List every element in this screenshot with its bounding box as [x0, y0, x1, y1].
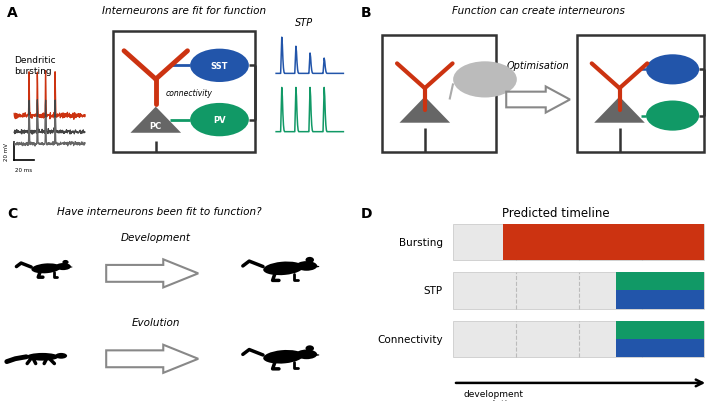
Bar: [453, 273, 704, 309]
Text: C: C: [7, 207, 17, 221]
Bar: [577, 36, 704, 152]
Ellipse shape: [69, 267, 72, 268]
Ellipse shape: [296, 261, 317, 271]
Text: Development: Development: [121, 233, 190, 243]
Text: PV: PV: [213, 116, 226, 125]
Text: 20 mV: 20 mV: [4, 142, 8, 160]
Text: Predicted timeline: Predicted timeline: [502, 207, 610, 219]
Text: STP: STP: [423, 286, 442, 296]
Ellipse shape: [306, 257, 314, 263]
Bar: [453, 321, 704, 357]
Text: Have interneurons been fit to function?: Have interneurons been fit to function?: [57, 207, 262, 217]
Text: A: A: [7, 6, 18, 20]
Circle shape: [646, 55, 699, 85]
Bar: [453, 225, 704, 261]
Circle shape: [646, 101, 699, 132]
Ellipse shape: [315, 266, 319, 267]
Polygon shape: [399, 97, 450, 124]
Ellipse shape: [31, 264, 61, 273]
Bar: [503, 225, 704, 243]
Ellipse shape: [55, 353, 67, 359]
Text: Dendritic
bursting: Dendritic bursting: [14, 56, 56, 76]
Ellipse shape: [306, 345, 314, 351]
Circle shape: [190, 49, 249, 83]
Ellipse shape: [26, 353, 59, 361]
Bar: [617, 273, 704, 291]
Text: STP: STP: [295, 18, 314, 28]
Polygon shape: [106, 260, 198, 288]
Text: PC: PC: [149, 122, 162, 131]
Circle shape: [190, 103, 249, 137]
Text: B: B: [361, 6, 372, 20]
Text: Bursting: Bursting: [399, 238, 442, 247]
Ellipse shape: [263, 262, 303, 275]
Bar: [113, 32, 255, 152]
Text: 20 ms: 20 ms: [15, 168, 33, 172]
Ellipse shape: [315, 354, 319, 356]
Bar: [617, 321, 704, 339]
Ellipse shape: [296, 350, 317, 359]
Text: connectivity: connectivity: [166, 89, 213, 98]
Text: Evolution: Evolution: [132, 317, 180, 327]
Polygon shape: [594, 97, 645, 124]
Ellipse shape: [62, 260, 69, 265]
Polygon shape: [130, 107, 181, 134]
Text: D: D: [361, 207, 372, 221]
Text: SST: SST: [211, 62, 228, 71]
Bar: [503, 243, 704, 261]
Text: Interneurons are fit for function: Interneurons are fit for function: [102, 6, 266, 16]
Polygon shape: [106, 345, 198, 373]
Polygon shape: [506, 87, 570, 113]
Text: Connectivity: Connectivity: [377, 334, 442, 344]
Ellipse shape: [263, 350, 303, 364]
Text: Function can create interneurons: Function can create interneurons: [452, 6, 624, 16]
Text: Optimisation: Optimisation: [507, 61, 569, 71]
Bar: [617, 339, 704, 357]
Circle shape: [453, 62, 517, 98]
Bar: [382, 36, 496, 152]
Ellipse shape: [55, 263, 71, 270]
Text: development
or evolution: development or evolution: [464, 389, 524, 401]
Bar: [617, 291, 704, 309]
